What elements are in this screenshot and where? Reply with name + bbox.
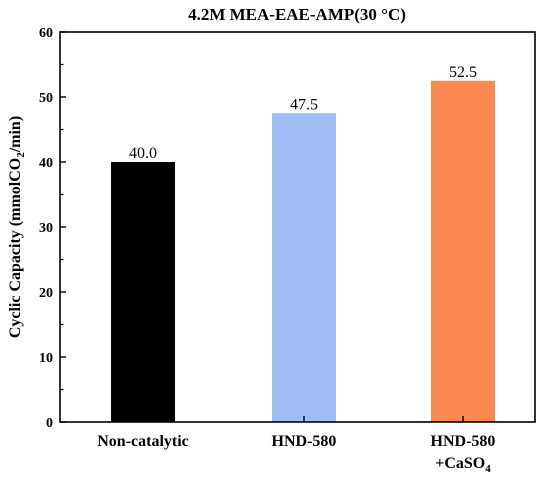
y-tick-label-60: 60 <box>39 26 53 41</box>
data-label-2: 47.5 <box>290 96 318 113</box>
y-tick-label-20: 20 <box>39 286 53 301</box>
y-axis-label-end: /min) <box>7 116 24 153</box>
data-label-1: 40.0 <box>129 145 157 162</box>
y-axis-label: Cyclic Capacity (mmolCO2/min) <box>7 116 27 338</box>
x-tick-label-3-line2: +CaSO4 <box>435 455 491 475</box>
bar-3 <box>431 80 495 422</box>
y-axis-label-main: Cyclic Capacity (mmolCO <box>7 158 24 338</box>
bar-1 <box>111 162 175 422</box>
chart-title: 4.2M MEA-EAE-AMP(30 °C) <box>188 5 406 24</box>
x-tick-label-1: Non-catalytic <box>97 433 189 450</box>
x-tick-label-3: HND-580 <box>431 433 496 450</box>
plot-frame <box>59 31 536 423</box>
y-axis-label-subscript: 2 <box>15 152 27 158</box>
x-axis-tick-labels: Non-catalytic HND-580 HND-580 +CaSO4 <box>97 416 495 475</box>
y-axis-ticks: 0 10 20 30 40 50 60 <box>39 26 66 431</box>
bar-2 <box>272 113 336 422</box>
y-tick-label-40: 40 <box>39 156 53 171</box>
y-tick-label-10: 10 <box>39 351 53 366</box>
y-tick-label-50: 50 <box>39 91 53 106</box>
y-tick-label-0: 0 <box>46 416 53 431</box>
x-tick-label-2: HND-580 <box>272 433 337 450</box>
svg-text:Cyclic Capacity (mmolCO2/min): Cyclic Capacity (mmolCO2/min) <box>7 116 27 338</box>
data-label-3: 52.5 <box>449 64 477 81</box>
bars-group: 40.0 47.5 52.5 <box>111 64 495 422</box>
y-tick-label-30: 30 <box>39 221 53 236</box>
